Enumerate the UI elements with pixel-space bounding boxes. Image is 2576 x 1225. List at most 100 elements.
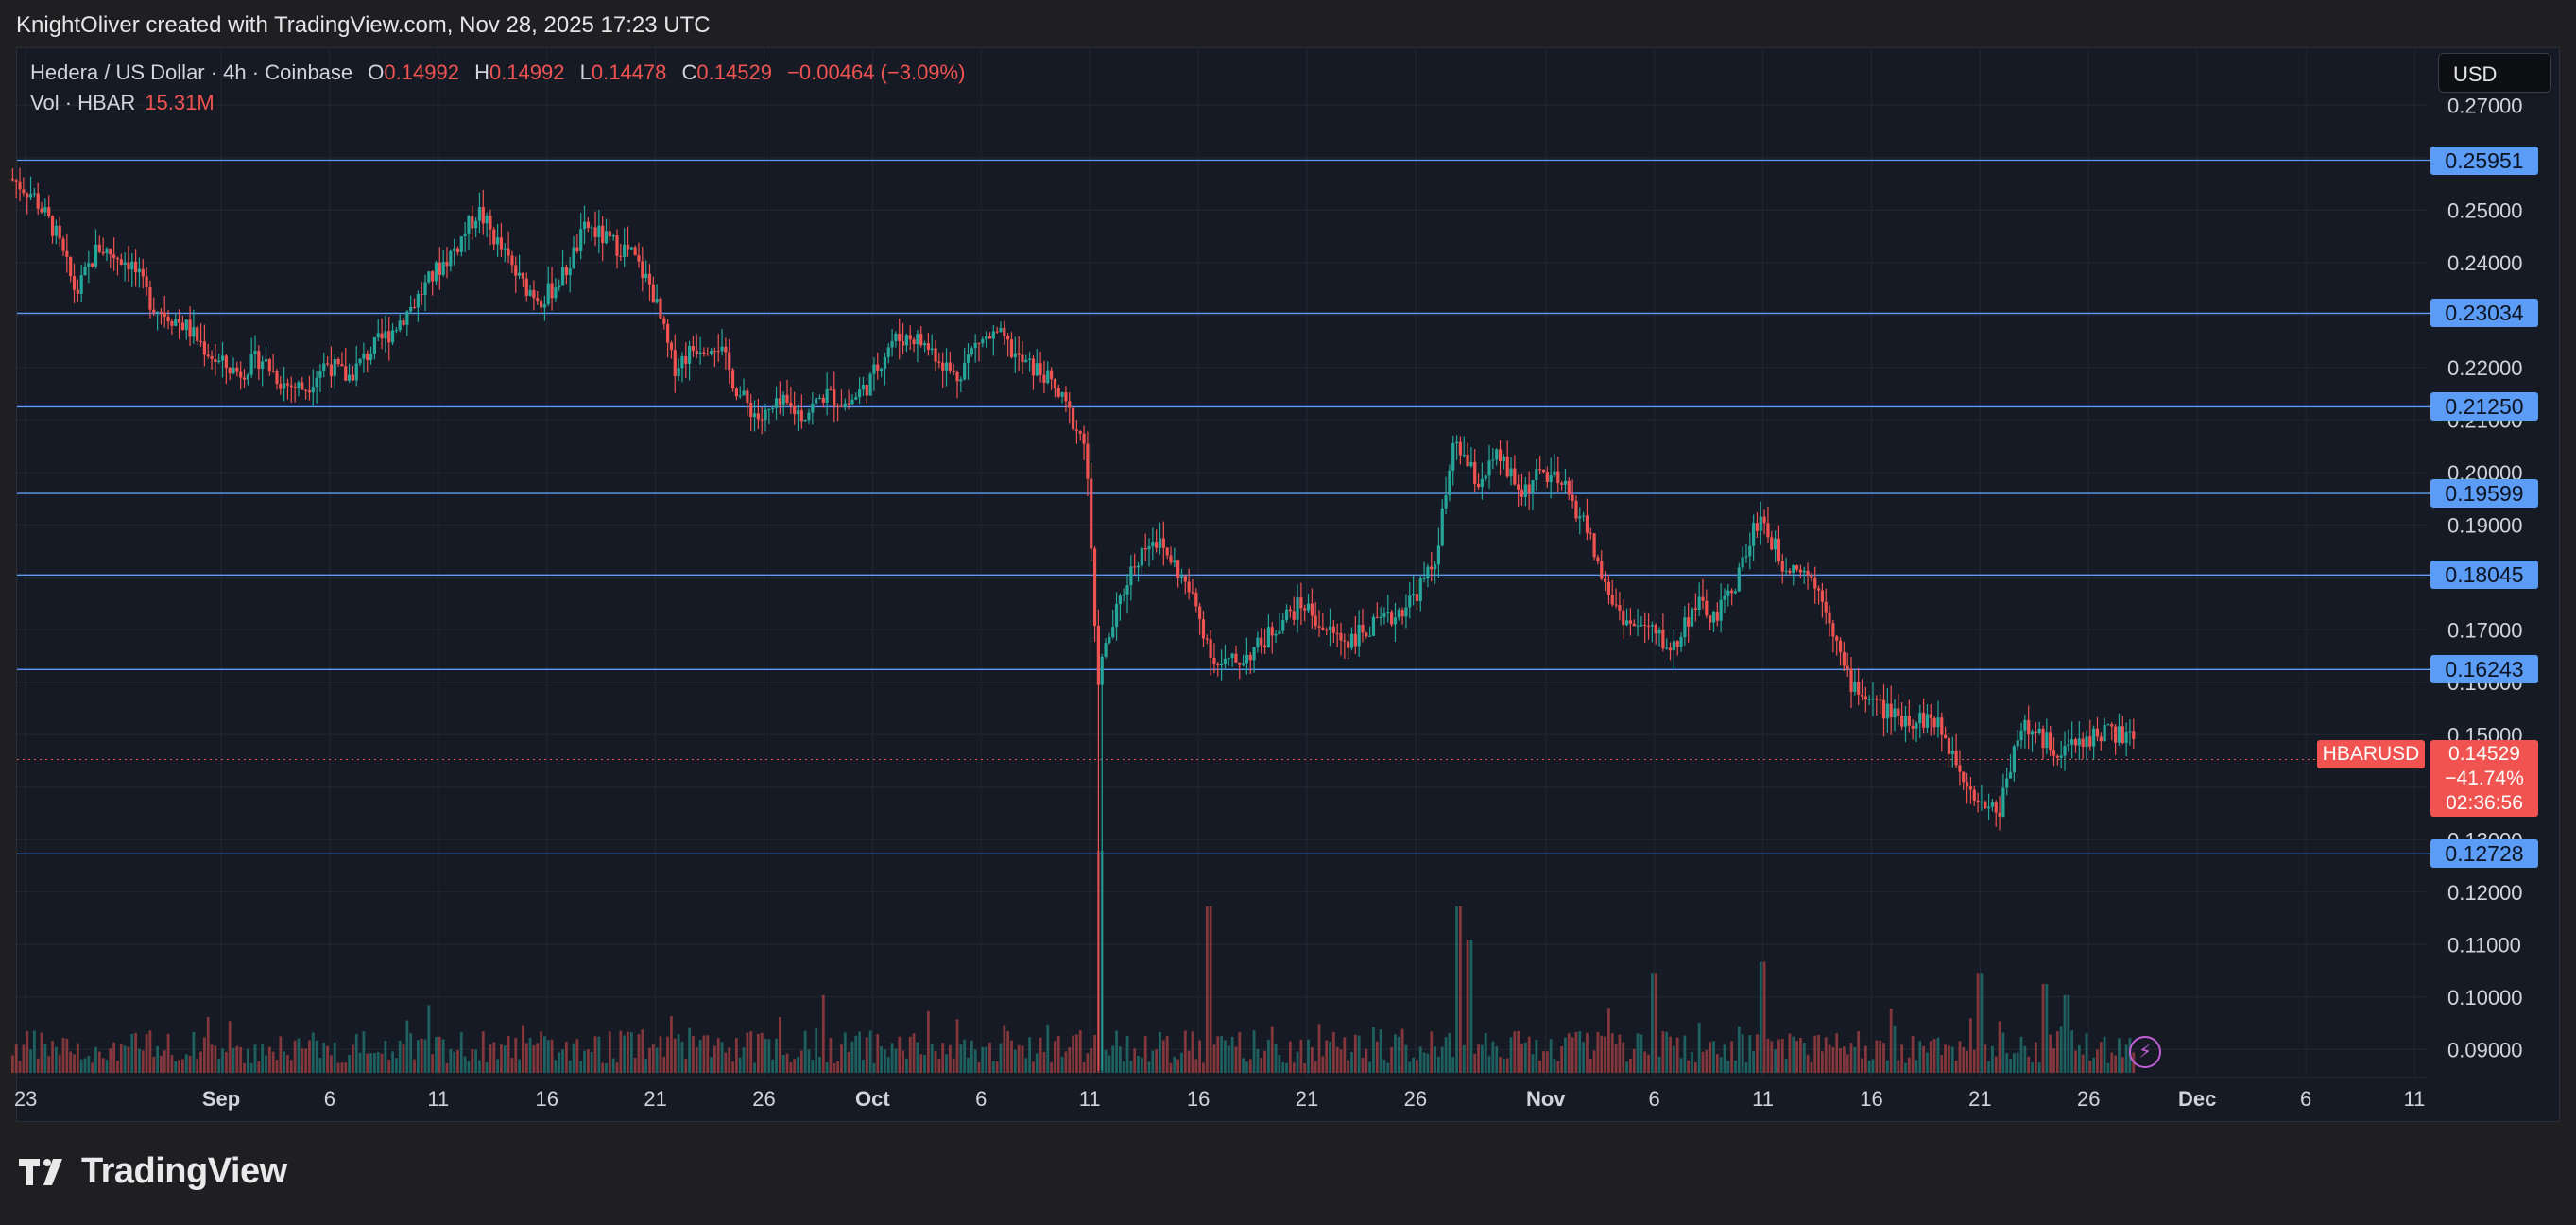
candle-body <box>752 413 757 418</box>
volume-bar <box>1574 1031 1578 1073</box>
volume-bar <box>163 1050 166 1073</box>
volume-bar <box>1871 1059 1875 1073</box>
candle-body <box>1056 388 1060 397</box>
candle-body <box>366 353 369 360</box>
candle-body <box>554 287 558 299</box>
volume-bar <box>1657 1056 1661 1073</box>
candle-body <box>2067 744 2070 747</box>
volume-bar <box>1143 1036 1147 1073</box>
volume-bar <box>1343 1037 1347 1073</box>
volume-bar <box>1224 1040 1227 1073</box>
volume-bar <box>18 1061 22 1073</box>
volume-bar <box>1969 1018 1972 1073</box>
volume-bar <box>1147 1061 1151 1073</box>
candle-body <box>166 316 170 322</box>
candle-body <box>1013 353 1017 358</box>
candle-body <box>69 256 73 277</box>
candle-body <box>919 334 923 346</box>
volume-bar <box>2037 1062 2041 1073</box>
candle-body <box>1697 596 1701 611</box>
volume-bar <box>850 1041 854 1073</box>
candle-body <box>264 359 268 362</box>
candle-body <box>641 261 644 279</box>
y-tick-label: 0.27000 <box>2447 94 2523 117</box>
volume-bar <box>575 1039 579 1073</box>
candle-body <box>449 250 453 267</box>
volume-bar <box>210 1044 214 1073</box>
candle-body <box>1838 640 1843 653</box>
candle-body <box>1693 608 1697 611</box>
currency-button[interactable]: USD <box>2438 53 2551 93</box>
volume-bar <box>2034 1042 2037 1073</box>
volume-bar <box>391 1051 394 1073</box>
candle-body <box>307 390 312 393</box>
volume-bar <box>666 1036 670 1073</box>
volume-bar <box>1444 1037 1448 1073</box>
candle-body <box>1654 625 1657 634</box>
volume-bar <box>1090 1048 1093 1073</box>
volume-bar <box>1744 1062 1748 1073</box>
volume-bar <box>1159 1031 1161 1073</box>
volume-bar <box>91 1062 94 1073</box>
volume-bar <box>1586 1032 1589 1073</box>
candle-body <box>58 225 61 239</box>
candle-body <box>471 216 474 229</box>
volume-bar <box>1665 1031 1669 1073</box>
volume-bar <box>301 1048 304 1073</box>
candle-body <box>1343 640 1347 642</box>
volume-bar <box>1756 1034 1759 1073</box>
candle-body <box>1035 363 1039 376</box>
x-tick-label: 21 <box>1968 1087 1991 1111</box>
candle-body <box>1806 570 1810 576</box>
volume-bar <box>1256 1049 1260 1073</box>
volume-bar <box>991 1061 995 1073</box>
volume-bar <box>1958 1041 1962 1073</box>
volume-bar <box>1683 1035 1687 1073</box>
volume-bar <box>2070 1030 2074 1073</box>
volume-bar <box>398 1040 402 1073</box>
volume-bar <box>1375 1041 1379 1073</box>
candle-body <box>1053 379 1057 388</box>
price-chart[interactable]: 0.270000.260000.250000.240000.230000.220… <box>0 0 2576 1134</box>
candle-body <box>1104 643 1108 657</box>
tradingview-logo[interactable]: TradingView <box>19 1151 287 1192</box>
volume-bar <box>1408 1061 1412 1073</box>
candle-body <box>387 331 391 343</box>
candle-body <box>1600 561 1604 579</box>
volume-bar <box>311 1032 315 1073</box>
volume-bar <box>293 1040 297 1073</box>
volume-bar <box>1636 1033 1640 1073</box>
volume-bar <box>843 1032 847 1073</box>
volume-bar <box>720 1042 724 1073</box>
volume-bar <box>543 1036 546 1073</box>
candle-body <box>2063 746 2067 756</box>
candle-body <box>1462 455 1466 457</box>
candle-body <box>1299 597 1303 609</box>
candle-body <box>1897 708 1900 716</box>
candle-body <box>764 409 767 421</box>
lightning-icon[interactable]: ⚡ <box>2129 1036 2161 1068</box>
candle-body <box>1646 626 1651 628</box>
candle-body <box>1679 637 1683 647</box>
candle-body <box>1719 599 1723 621</box>
volume-bar <box>767 1039 771 1073</box>
candle-body <box>1911 725 1915 729</box>
candle-body <box>861 385 866 390</box>
volume-bar <box>684 1059 688 1073</box>
candle-body <box>54 225 58 236</box>
time-axis: 23 Sep 6 11 16 21 26 Oct 6 11 16 21 26 Nov 6 11 16 21 26 De… <box>14 1077 2427 1111</box>
candle-body <box>1310 603 1314 616</box>
candle-body <box>539 300 543 308</box>
candle-body <box>434 262 438 282</box>
candle-body <box>1064 392 1068 402</box>
volume-bar <box>181 1059 184 1073</box>
chart-caption: KnightOliver created with TradingView.co… <box>16 12 711 38</box>
volume-bar <box>1889 1008 1893 1073</box>
volume-bar <box>1296 1051 1299 1073</box>
candle-body <box>1278 630 1281 634</box>
change-value: −0.00464 (−3.09%) <box>787 60 966 84</box>
candle-body <box>2045 732 2049 749</box>
x-tick-label: 11 <box>1079 1087 1101 1111</box>
volume-bar <box>1828 1044 1831 1073</box>
high-value: 0.14992 <box>489 60 565 84</box>
